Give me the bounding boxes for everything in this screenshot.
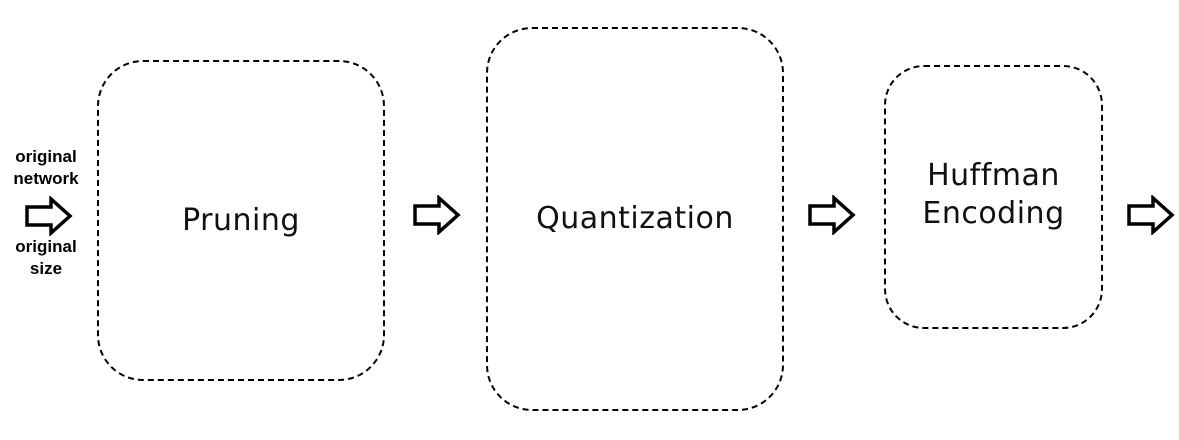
- stage-huffman-encoding: Huffman Encoding: [884, 65, 1103, 329]
- input-bottom-label: original size: [0, 236, 96, 280]
- input-top-label-line-2: network: [13, 169, 79, 188]
- input-top-label-line-1: original: [15, 147, 77, 166]
- stage-pruning-label: Pruning: [182, 202, 300, 238]
- input-bottom-label-line-2: size: [29, 259, 63, 278]
- arrow-right-icon-input: [25, 196, 73, 236]
- stage-huffman-label-line-1: Huffman: [927, 158, 1060, 193]
- input-top-label: original network: [0, 146, 96, 190]
- stage-quantization-label: Quantization: [536, 201, 734, 236]
- stage-quantization: Quantization: [486, 27, 784, 411]
- arrow-right-icon-output: [1127, 195, 1175, 235]
- arrow-right-icon-3: [808, 195, 856, 235]
- stage-pruning: Pruning: [97, 60, 385, 381]
- stage-huffman-label-line-2: Encoding: [922, 196, 1065, 231]
- input-bottom-label-line-1: original: [15, 237, 77, 256]
- arrow-right-icon-2: [413, 195, 461, 235]
